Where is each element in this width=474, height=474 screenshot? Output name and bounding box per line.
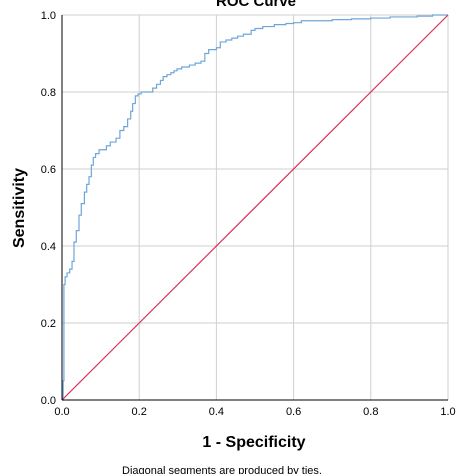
- series-group: [61, 14, 449, 401]
- y-tick-label: 0.0: [41, 395, 56, 407]
- grid-lines: [62, 14, 449, 400]
- axes: [61, 15, 448, 401]
- tick-labels: 0.0 0.2 0.4 0.6 0.8 1.0 0.0 0.2 0.4 0.6 0.8 1.0: [41, 10, 456, 418]
- x-tick-label: 0.4: [209, 406, 224, 418]
- y-tick-label: 0.8: [41, 87, 56, 99]
- x-tick-label: 1.0: [440, 406, 455, 418]
- x-axis-label: 1 - Specificity: [202, 434, 305, 451]
- y-tick-label: 1.0: [41, 10, 56, 22]
- x-tick-label: 0.2: [132, 406, 147, 418]
- y-tick-label: 0.2: [41, 318, 56, 330]
- roc-curve-line: [62, 14, 448, 401]
- y-tick-label: 0.6: [41, 164, 56, 176]
- chart-title: ROC Curve: [216, 0, 296, 10]
- x-tick-label: 0.0: [54, 406, 69, 418]
- x-tick-label: 0.6: [286, 406, 301, 418]
- y-tick-label: 0.4: [41, 241, 56, 253]
- x-tick-label: 0.8: [363, 406, 378, 418]
- footnote: Diagonal segments are produced by ties.: [122, 465, 322, 474]
- reference-diagonal-line: [61, 14, 449, 401]
- y-axis-label: Sensitivity: [11, 168, 28, 248]
